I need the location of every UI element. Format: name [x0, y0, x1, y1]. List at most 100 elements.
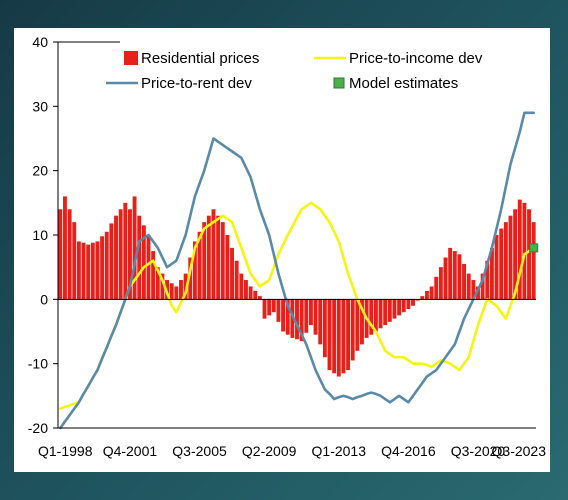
y-tick-label: -20 — [28, 420, 48, 436]
bar-residential-Q4-2007 — [239, 273, 244, 300]
bar-residential-Q1-1999 — [76, 241, 81, 300]
bar-residential-Q4-2001 — [127, 209, 132, 300]
bar-residential-Q3-2000 — [104, 231, 109, 300]
bar-residential-Q1-2004 — [169, 283, 174, 300]
bar-residential-Q2-2005 — [192, 241, 197, 300]
bar-residential-Q1-2011 — [299, 299, 304, 342]
bar-residential-Q1-2016 — [392, 299, 397, 319]
bar-residential-Q2-2015 — [378, 299, 383, 329]
y-tick-label: 30 — [32, 98, 48, 114]
bar-residential-Q3-1999 — [86, 244, 91, 300]
bar-residential-Q2-2007 — [230, 247, 234, 300]
bar-residential-Q1-2012 — [318, 299, 323, 345]
bar-residential-Q4-2021 — [499, 228, 504, 300]
y-tick-label: 20 — [32, 163, 48, 179]
bar-residential-Q2-2004 — [174, 286, 179, 300]
bar-residential-Q4-2005 — [202, 222, 207, 300]
axes-layer: -20 -10 0 10 20 30 40 Q1-1998 Q4-2001 Q3-2005 Q2-2… — [28, 34, 546, 459]
bar-residential-Q3-2006 — [216, 215, 221, 300]
chart-svg: -20 -10 0 10 20 30 40 Q1-1998 Q4-2001 Q3-2005 Q2-2… — [28, 34, 546, 459]
bar-residential-Q2-2019 — [452, 251, 457, 300]
legend: Residential prices Price-to-income dev Pri… — [106, 50, 483, 92]
bar-residential-Q2-2010 — [285, 299, 290, 335]
bar-residential-Q3-2016 — [401, 299, 406, 313]
bar-residential-Q1-2006 — [206, 215, 211, 300]
bar-residential-Q1-2002 — [132, 196, 137, 300]
bar-residential-Q4-2019 — [462, 263, 467, 300]
chart-panel: -20 -10 0 10 20 30 40 Q1-1998 Q4-2001 Q3-2005 Q2-2… — [14, 28, 550, 472]
y-tick-label: -10 — [28, 356, 48, 372]
x-tick-label: Q1-2013 — [312, 443, 367, 459]
y-tick-label: 40 — [32, 34, 48, 50]
bar-residential-Q1-2003 — [151, 251, 156, 300]
bar-residential-Q3-2008 — [253, 290, 258, 300]
bar-residential-Q4-2000 — [109, 223, 114, 300]
bar-residential-Q2-2009 — [267, 299, 272, 316]
bar-residential-Q2-2021 — [489, 247, 494, 300]
bar-residential-Q3-2022 — [513, 209, 518, 300]
bar-residential-Q2-2018 — [434, 276, 439, 300]
legend-swatch-residential — [124, 51, 138, 65]
bar-residential-Q4-2013 — [350, 299, 355, 361]
lines-layer — [59, 111, 539, 430]
x-tick-label: Q3-2005 — [172, 443, 227, 459]
line-rent — [59, 111, 535, 430]
bar-residential-Q1-2007 — [225, 235, 230, 300]
bar-residential-Q1-2022 — [503, 222, 508, 300]
bar-residential-Q1-2013 — [336, 299, 341, 377]
bar-residential-Q1-2015 — [373, 299, 378, 332]
bar-residential-Q2-2013 — [341, 299, 346, 374]
bar-residential-Q4-2006 — [220, 222, 225, 300]
bar-residential-Q2-2014 — [360, 299, 364, 345]
legend-label-income: Price-to-income dev — [349, 50, 483, 67]
bar-residential-Q3-2010 — [290, 299, 295, 338]
legend-label-rent: Price-to-rent dev — [141, 75, 252, 92]
bar-residential-Q3-2003 — [160, 273, 165, 300]
bar-residential-Q4-2015 — [387, 299, 392, 322]
point-model-estimate — [529, 243, 539, 253]
bar-residential-Q3-2017 — [420, 296, 425, 300]
bar-residential-Q4-2010 — [295, 299, 299, 340]
bar-residential-Q3-1998 — [67, 209, 72, 300]
bar-residential-Q3-2013 — [346, 299, 350, 371]
bar-residential-Q4-2018 — [443, 257, 448, 300]
bar-residential-Q4-2022 — [517, 199, 522, 300]
bar-residential-Q4-2011 — [313, 299, 318, 335]
line-income — [59, 201, 535, 411]
bars-layer — [58, 196, 536, 377]
bar-residential-Q1-2014 — [355, 299, 360, 351]
bar-residential-Q3-2007 — [234, 260, 239, 300]
bar-residential-Q2-2012 — [322, 299, 327, 358]
bar-residential-Q3-2001 — [123, 202, 128, 300]
bar-residential-Q4-2009 — [276, 299, 281, 322]
bar-residential-Q1-2018 — [429, 286, 434, 300]
legend-label-model: Model estimates — [349, 75, 458, 92]
bar-residential-Q1-2008 — [244, 280, 248, 300]
bar-residential-Q4-2012 — [332, 299, 337, 374]
bar-residential-Q1-1998 — [58, 209, 63, 300]
x-tick-label: Q2-2009 — [242, 443, 297, 459]
bar-residential-Q3-2021 — [494, 235, 499, 300]
bar-residential-Q1-2017 — [411, 299, 415, 306]
bar-residential-Q3-2015 — [383, 299, 388, 326]
x-tick-label: Q1-1998 — [38, 443, 93, 459]
bar-residential-Q4-2002 — [146, 235, 151, 300]
bar-residential-Q3-2004 — [179, 280, 183, 300]
bar-residential-Q1-2000 — [95, 241, 100, 300]
bar-residential-Q2-2016 — [397, 299, 402, 316]
bar-residential-Q4-1998 — [72, 222, 77, 300]
bar-residential-Q4-2014 — [369, 299, 374, 335]
bar-residential-Q1-2021 — [485, 260, 490, 300]
bar-residential-Q2-2022 — [508, 215, 513, 300]
x-tick-label: Q4-2016 — [381, 443, 436, 459]
x-tick-label: Q3-2020 — [451, 443, 506, 459]
bar-residential-Q3-2019 — [457, 254, 462, 300]
bar-residential-Q2-2000 — [100, 236, 105, 300]
bar-residential-Q3-2023 — [531, 222, 536, 300]
bar-residential-Q3-2002 — [141, 225, 146, 300]
bar-residential-Q2-2008 — [248, 286, 253, 300]
bar-residential-Q3-2011 — [308, 299, 313, 326]
bar-residential-Q3-2009 — [271, 299, 276, 313]
bar-residential-Q2-1998 — [63, 196, 67, 300]
bar-residential-Q2-2023 — [527, 209, 531, 300]
